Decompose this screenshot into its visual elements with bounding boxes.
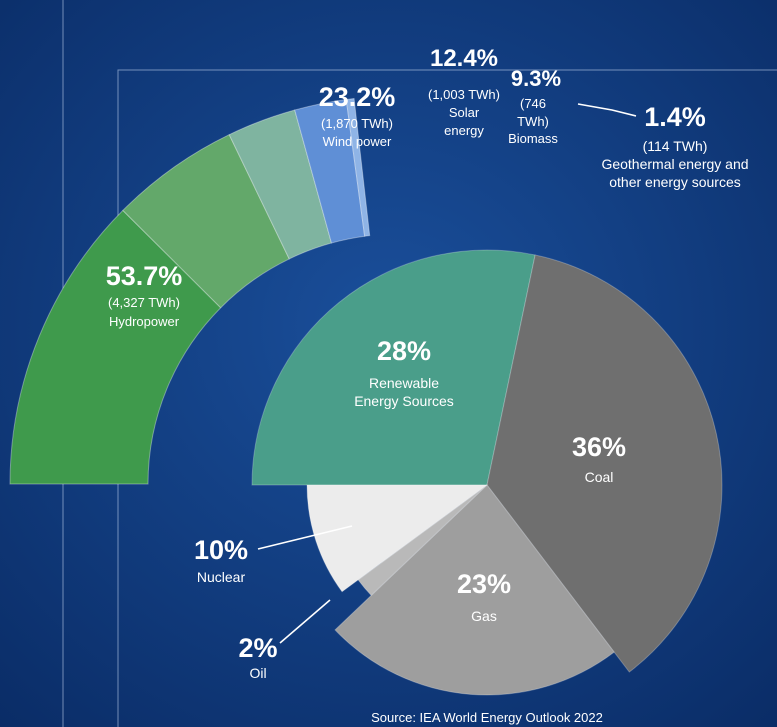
arc-desc-geo-0: (114 TWh) bbox=[643, 138, 708, 154]
pie-slice-coal bbox=[486, 254, 723, 673]
arc-desc-solar-1: Solar bbox=[449, 105, 480, 120]
arc-desc-biomass-2: Biomass bbox=[508, 131, 558, 146]
arc-segment-geo bbox=[345, 97, 371, 237]
arc-desc-biomass-0: (746 bbox=[520, 96, 546, 111]
arc-value-hydro: 53.7% bbox=[106, 261, 183, 291]
arc-segment-hydro bbox=[9, 209, 222, 485]
arc-desc-geo-2: other energy sources bbox=[609, 174, 741, 190]
arc-desc-wind-0: (1,870 TWh) bbox=[321, 116, 393, 131]
pie-value-renewable: 28% bbox=[377, 336, 431, 366]
chart-labels: 53.7% (4,327 TWh) Hydropower 23.2% (1,870 TW… bbox=[106, 45, 749, 681]
source-note: Source: IEA World Energy Outlook 2022 bbox=[371, 710, 603, 725]
frame-line-inner bbox=[117, 69, 777, 727]
pie-name-gas-0: Gas bbox=[471, 608, 497, 624]
pie-value-coal: 36% bbox=[572, 432, 626, 462]
pie-name-nuclear-0: Nuclear bbox=[197, 569, 246, 585]
pie-value-nuclear: 10% bbox=[194, 535, 248, 565]
pie-slice-gas bbox=[334, 484, 615, 696]
leader-line-oil bbox=[279, 599, 331, 644]
leader-line-nuclear bbox=[257, 525, 353, 550]
arc-desc-biomass-1: TWh) bbox=[517, 114, 549, 129]
pie-name-renewable-0: Renewable bbox=[369, 375, 439, 391]
arc-desc-solar-2: energy bbox=[444, 123, 484, 138]
arc-value-geo: 1.4% bbox=[644, 102, 706, 132]
arc-value-wind: 23.2% bbox=[319, 82, 396, 112]
leader-line-geothermal bbox=[577, 103, 637, 117]
arc-value-biomass: 9.3% bbox=[511, 66, 561, 91]
arc-desc-solar-0: (1,003 TWh) bbox=[428, 87, 500, 102]
pie-value-oil: 2% bbox=[238, 633, 277, 663]
pie-slice-renewable bbox=[251, 249, 536, 486]
renewables-arc bbox=[9, 97, 371, 485]
pie-slice-oil bbox=[357, 484, 488, 597]
arc-desc-wind-1: Wind power bbox=[323, 134, 392, 149]
pie-value-gas: 23% bbox=[457, 569, 511, 599]
pie-name-renewable-1: Energy Sources bbox=[354, 393, 454, 409]
arc-desc-geo-1: Geothermal energy and bbox=[601, 156, 748, 172]
pie-slice-nuclear bbox=[306, 484, 489, 593]
energy-mix-pie bbox=[251, 249, 723, 696]
pie-name-coal-0: Coal bbox=[585, 469, 614, 485]
pie-name-oil-0: Oil bbox=[249, 665, 266, 681]
arc-desc-hydro-0: (4,327 TWh) bbox=[108, 295, 180, 310]
arc-desc-hydro-1: Hydropower bbox=[109, 314, 180, 329]
arc-value-solar: 12.4% bbox=[430, 45, 498, 72]
